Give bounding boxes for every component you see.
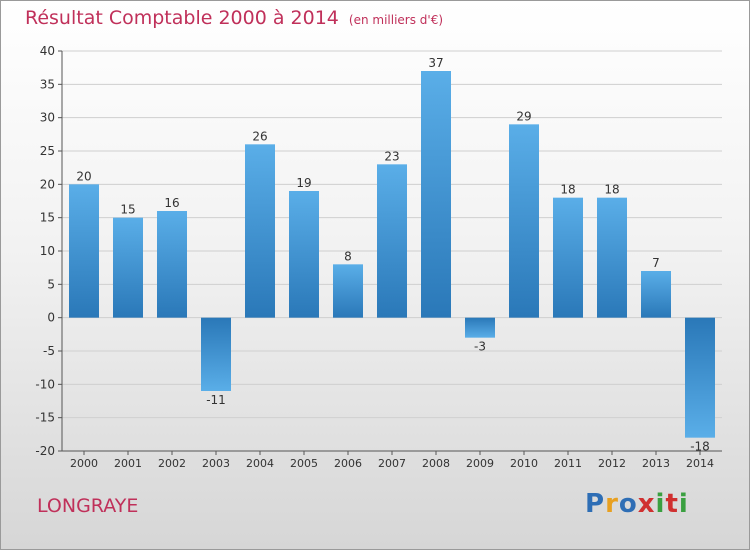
brand-letter: P [585, 489, 606, 519]
x-tick-label: 2006 [334, 457, 362, 470]
y-tick-label: 40 [40, 44, 55, 58]
bar-value-label: -18 [690, 440, 710, 454]
brand-letter: x [637, 489, 656, 519]
y-tick-label: 5 [47, 277, 55, 291]
y-tick-label: 0 [47, 311, 55, 325]
x-tick-label: 2000 [70, 457, 98, 470]
y-tick-label: -10 [35, 377, 55, 391]
bar-value-label: 15 [120, 203, 135, 217]
bar [685, 317, 715, 438]
x-tick-label: 2004 [246, 457, 274, 470]
bar [377, 164, 407, 318]
x-tick-label: 2005 [290, 457, 318, 470]
bar-value-label: 23 [384, 149, 399, 163]
y-tick-label: -5 [43, 344, 55, 358]
location-label: LONGRAYE [37, 495, 139, 517]
chart-subtitle: (en milliers d'€) [348, 13, 444, 27]
brand-letter: i [678, 489, 689, 519]
y-tick-label: 30 [40, 111, 55, 125]
x-tick-label: 2014 [686, 457, 714, 470]
x-tick-label: 2001 [114, 457, 142, 470]
bar [465, 317, 495, 338]
x-tick-label: 2003 [202, 457, 230, 470]
brand-letter: t [665, 489, 679, 519]
brand-letter: r [605, 489, 619, 519]
bar-value-label: 20 [76, 169, 91, 183]
brand-logo: Proxiti [585, 489, 689, 519]
x-tick-label: 2002 [158, 457, 186, 470]
bar-value-label: -3 [474, 340, 486, 354]
bar [597, 197, 627, 318]
x-tick-label: 2007 [378, 457, 406, 470]
bar [245, 144, 275, 318]
y-tick-label: 20 [40, 177, 55, 191]
brand-letter: i [655, 489, 666, 519]
x-tick-label: 2013 [642, 457, 670, 470]
brand-letter: o [618, 489, 638, 519]
bar-value-label: 18 [604, 183, 619, 197]
x-tick-label: 2010 [510, 457, 538, 470]
chart-title: Résultat Comptable 2000 à 2014 (en millie… [25, 7, 443, 29]
bar [641, 271, 671, 318]
bar-value-label: 16 [164, 196, 179, 210]
x-tick-label: 2008 [422, 457, 450, 470]
bar-value-label: 26 [252, 129, 267, 143]
bar [201, 317, 231, 391]
bars [69, 71, 715, 438]
labels: 40 35 30 25 20 15 10 5 0 -5 -10 -15 -20 20 2000 15 2001 1… [35, 44, 714, 470]
axes [58, 50, 722, 455]
bar [289, 191, 319, 318]
bar [509, 124, 539, 318]
bar-value-label: 37 [428, 56, 443, 70]
bar-value-label: -11 [206, 393, 226, 407]
x-tick-label: 2011 [554, 457, 582, 470]
y-tick-label: 10 [40, 244, 55, 258]
bar [157, 211, 187, 318]
bar [333, 264, 363, 318]
bar-value-label: 7 [652, 256, 660, 270]
y-tick-label: 25 [40, 144, 55, 158]
chart-title-text: Résultat Comptable 2000 à 2014 [25, 7, 339, 29]
y-tick-label: 35 [40, 77, 55, 91]
bar [113, 217, 143, 318]
bar [553, 197, 583, 318]
x-tick-label: 2009 [466, 457, 494, 470]
y-tick-label: -20 [35, 444, 55, 458]
bar-value-label: 8 [344, 249, 352, 263]
bar-value-label: 19 [296, 176, 311, 190]
x-tick-label: 2012 [598, 457, 626, 470]
y-tick-label: -15 [35, 411, 55, 425]
bar-value-label: 18 [560, 183, 575, 197]
bar-value-label: 29 [516, 109, 531, 123]
bar [69, 184, 99, 318]
y-tick-label: 15 [40, 211, 55, 225]
bar [421, 71, 451, 318]
